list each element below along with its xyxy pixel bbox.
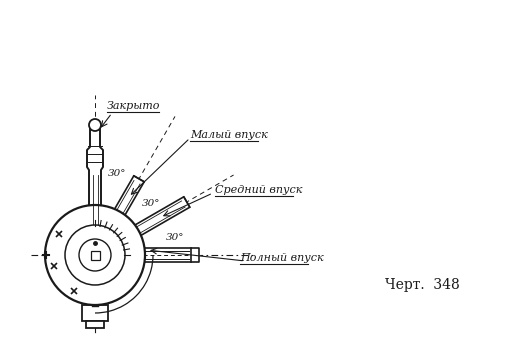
Text: Полный впуск: Полный впуск	[240, 253, 324, 263]
Circle shape	[89, 119, 101, 131]
Circle shape	[45, 205, 145, 305]
Polygon shape	[99, 176, 144, 242]
Polygon shape	[87, 125, 103, 255]
Text: Средний впуск: Средний впуск	[215, 185, 303, 195]
Text: 30°: 30°	[108, 169, 126, 177]
Text: Черт.  348: Черт. 348	[385, 278, 460, 292]
Polygon shape	[107, 197, 190, 251]
Polygon shape	[109, 248, 199, 262]
Bar	[86, 321, 104, 328]
Circle shape	[65, 225, 125, 285]
Bar	[90, 250, 100, 260]
Text: 30°: 30°	[142, 198, 160, 208]
Text: Закрыто: Закрыто	[107, 101, 160, 111]
Circle shape	[79, 239, 111, 271]
Text: 30°: 30°	[166, 233, 184, 241]
Text: Малый впуск: Малый впуск	[190, 130, 268, 140]
Bar	[82, 305, 108, 321]
